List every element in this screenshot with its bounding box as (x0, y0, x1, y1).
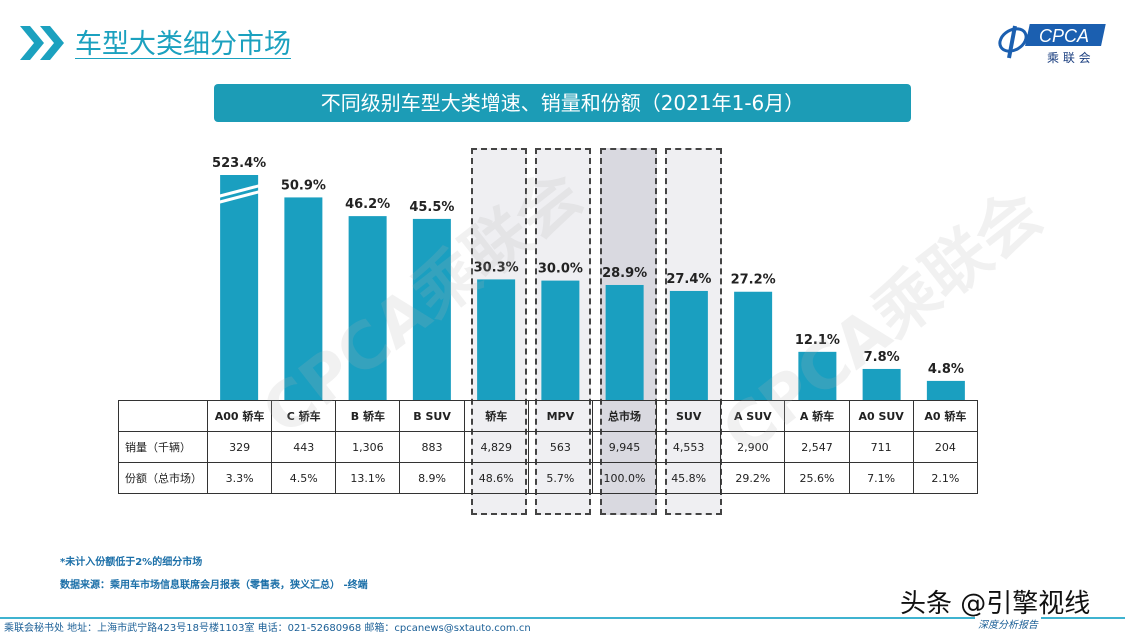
svg-text:乘 联 会: 乘 联 会 (1047, 51, 1091, 65)
row-label: 销量（千辆） (118, 431, 208, 463)
table-cell: 3.3% (206, 462, 273, 494)
table-cell: 4,829 (463, 431, 529, 463)
table-cell: 329 (206, 431, 273, 463)
column-header: MPV (527, 400, 593, 432)
table-cell: 8.9% (399, 462, 465, 494)
bar (605, 284, 644, 400)
table-cell: 2.1% (912, 462, 979, 494)
bar (669, 290, 708, 400)
column-header: A SUV (720, 400, 786, 432)
column-header: 总市场 (591, 400, 658, 432)
table-cell: 1,306 (335, 431, 401, 463)
column-header: 轿车 (463, 400, 529, 432)
data-label: 30.0% (538, 262, 583, 277)
table-cell: 9,945 (591, 431, 658, 463)
svg-text:CPCA: CPCA (1039, 26, 1089, 46)
table-cell: 563 (527, 431, 593, 463)
table-cell: 711 (848, 431, 914, 463)
column-header: B 轿车 (335, 400, 401, 432)
table-cell: 100.0% (591, 462, 658, 494)
table-cell: 5.7% (527, 462, 593, 494)
chevron-icon (20, 26, 64, 60)
bar (862, 368, 901, 400)
header-empty (118, 400, 208, 432)
footer-divider (0, 617, 1125, 619)
column-header: A00 轿车 (206, 400, 273, 432)
table-row: 份额（总市场） 3.3% 4.5% 13.1% 8.9% 48.6% 5.7% 100.0% 4… (118, 462, 979, 494)
table-cell: 29.2% (720, 462, 786, 494)
table-cell: 7.1% (848, 462, 914, 494)
column-header: C 轿车 (271, 400, 337, 432)
data-source: 数据来源：乘用车市场信息联席会月报表（零售表，狭义汇总） -终端 (60, 580, 368, 591)
data-label: 12.1% (795, 333, 840, 348)
axis-break-mark (215, 183, 263, 199)
page-title: 车型大类细分市场 (75, 29, 291, 60)
data-label: 523.4% (212, 156, 266, 171)
data-label: 27.4% (666, 272, 711, 287)
data-label: 7.8% (864, 350, 900, 365)
table-cell: 443 (271, 431, 337, 463)
table-header-row: A00 轿车 C 轿车 B 轿车 B SUV 轿车 MPV 总市场 SUV A SUV A 轿车 A… (118, 400, 979, 432)
table-cell: 4.5% (271, 462, 337, 494)
column-header: B SUV (399, 400, 465, 432)
data-label: 4.8% (928, 362, 964, 377)
table-cell: 4,553 (656, 431, 722, 463)
footnote: *未计入份额低于2%的细分市场 (60, 557, 203, 568)
bar (734, 291, 773, 400)
table-cell: 204 (912, 431, 979, 463)
toutiao-watermark: 头条 @引擎视线 (900, 589, 1091, 619)
footer-subtitle: 深度分析报告 (975, 616, 1041, 631)
axis-break-mark (215, 189, 263, 205)
bar (284, 197, 323, 400)
table-cell: 883 (399, 431, 465, 463)
data-label: 30.3% (474, 260, 519, 275)
bar (477, 279, 516, 400)
bar (220, 175, 259, 400)
row-label: 份额（总市场） (118, 462, 208, 494)
bar (798, 351, 837, 400)
bar (926, 380, 965, 400)
bar (541, 280, 580, 400)
table-cell: 13.1% (335, 462, 401, 494)
table-cell: 45.8% (656, 462, 722, 494)
data-label: 46.2% (345, 197, 390, 212)
bar (348, 216, 387, 400)
table-row: 销量（千辆） 329 443 1,306 883 4,829 563 9,945 4,553 2,… (118, 431, 979, 463)
table-cell: 48.6% (463, 462, 529, 494)
bar (412, 218, 451, 400)
footer-contact: 乘联会秘书处 地址：上海市武宁路423号18号楼1103室 电话：021-526… (4, 623, 531, 634)
data-label: 50.9% (281, 178, 326, 193)
data-table: A00 轿车 C 轿车 B 轿车 B SUV 轿车 MPV 总市场 SUV A SUV A 轿车 A… (118, 400, 979, 494)
column-header: A0 轿车 (912, 400, 979, 432)
table-cell: 25.6% (784, 462, 850, 494)
data-label: 27.2% (731, 273, 776, 288)
data-label: 28.9% (602, 266, 647, 281)
chart-title-banner: 不同级别车型大类增速、销量和份额（2021年1-6月） (214, 84, 911, 122)
column-header: A0 SUV (848, 400, 914, 432)
cpca-logo: CPCA 乘 联 会 (998, 24, 1106, 65)
table-cell: 2,900 (720, 431, 786, 463)
data-label: 45.5% (409, 200, 454, 215)
